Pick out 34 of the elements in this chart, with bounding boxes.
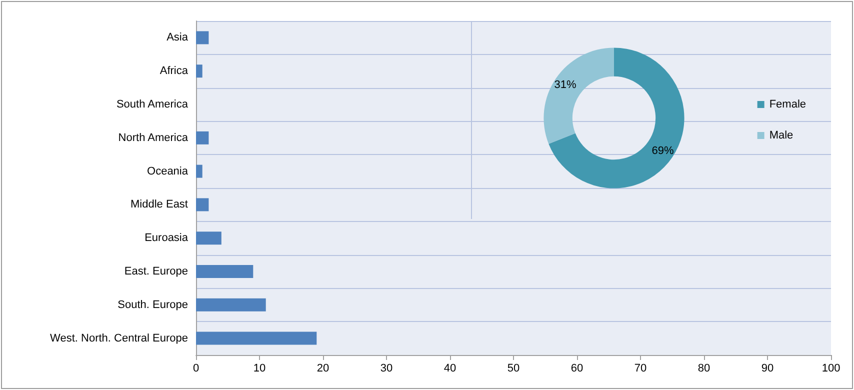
x-tick-label: 80 [698,362,710,374]
x-tick-label: 30 [380,362,393,374]
bar [196,31,209,44]
bar [196,298,266,312]
bar [196,232,222,245]
y-tick-label: South. Europe [118,298,188,311]
x-tick-label: 10 [253,362,266,374]
y-tick-label: Africa [160,65,189,78]
bar [196,131,209,144]
y-tick-label: Oceania [147,165,189,178]
y-tick-label: South America [116,98,189,110]
data-label: 69% [652,145,674,158]
x-tick-label: 40 [444,362,456,374]
bar [196,198,209,212]
y-tick-label: Asia [166,32,189,44]
bar [196,265,254,278]
x-tick-label: 60 [570,362,584,374]
legend-label: Male [769,130,794,142]
x-tick-label: 70 [634,362,647,374]
x-tick-label: 20 [316,362,330,374]
y-tick-label: West. North. Central Europe [50,332,188,344]
legend-label: Female [769,98,806,110]
bar [196,332,317,345]
data-label: 31% [554,78,576,91]
x-tick-label: 50 [507,362,520,374]
x-tick-label: 90 [761,362,774,374]
y-tick-label: Middle East [130,198,188,211]
bar [196,64,202,78]
x-tick-label: 0 [192,362,200,374]
x-tick-label: 100 [822,362,840,374]
bar [196,164,202,178]
y-tick-label: Euroasia [144,232,189,244]
y-tick-label: North America [118,132,189,144]
y-tick-label: East. Europe [124,266,188,278]
